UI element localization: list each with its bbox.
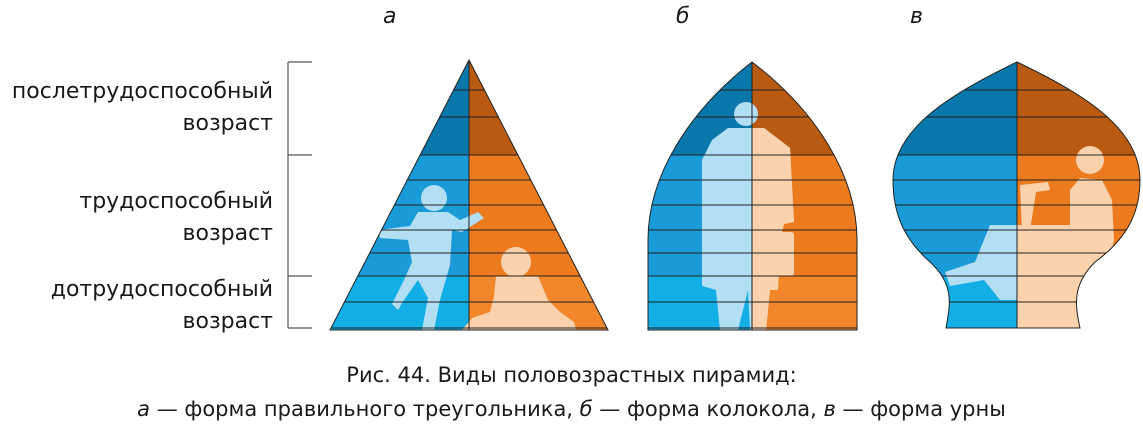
- age-label-pre-working-line1: дотрудоспособный: [50, 277, 273, 302]
- urn-outline: [892, 61, 1141, 329]
- caption-text-b: — форма колокола,: [592, 397, 824, 421]
- girl-figure: [462, 247, 576, 330]
- caption-letter-v: в: [823, 397, 836, 421]
- bell-outline: [647, 61, 858, 331]
- caption-text-a: — форма правильного треугольника,: [150, 397, 580, 421]
- man-figure-right: [752, 128, 794, 330]
- age-label-pre-working-line2: возраст: [182, 309, 273, 334]
- triangle-outline: [329, 58, 609, 331]
- elderly-figure-left: [945, 225, 1017, 300]
- briefcase-icon: [760, 232, 794, 276]
- caption-letter-a: а: [137, 397, 151, 421]
- age-label-post-working-line2: возраст: [182, 111, 273, 136]
- pyramid-letter-a: а: [383, 4, 397, 29]
- caption-text-v: — форма урны: [835, 397, 1006, 421]
- pyramid-bell: [648, 62, 857, 330]
- age-bracket: [287, 61, 312, 329]
- caption-line1: Рис. 44. Виды половозрастных пирамид:: [346, 363, 797, 387]
- caption-line2: а — форма правильного треугольника, б — …: [0, 394, 1143, 424]
- age-label-pre-working: дотрудоспособный возраст: [51, 274, 273, 338]
- pyramid-letter-b: б: [676, 4, 690, 29]
- female-working-band: [469, 155, 608, 276]
- male-old-band: [893, 62, 1017, 155]
- age-label-working: трудоспособный возраст: [79, 186, 273, 250]
- pyramid-letter-v: в: [910, 4, 923, 29]
- female-old-band: [469, 60, 608, 155]
- age-label-post-working-line1: послетрудоспособный: [11, 79, 273, 104]
- age-label-post-working: послетрудоспособный возраст: [12, 76, 273, 140]
- male-old-band: [330, 60, 469, 155]
- caption-letter-b: б: [579, 397, 593, 421]
- pyramid-urn: [893, 62, 1140, 328]
- female-old-band: [1017, 62, 1140, 155]
- age-label-working-line1: трудоспособный: [79, 189, 273, 214]
- age-label-working-line2: возраст: [182, 221, 273, 246]
